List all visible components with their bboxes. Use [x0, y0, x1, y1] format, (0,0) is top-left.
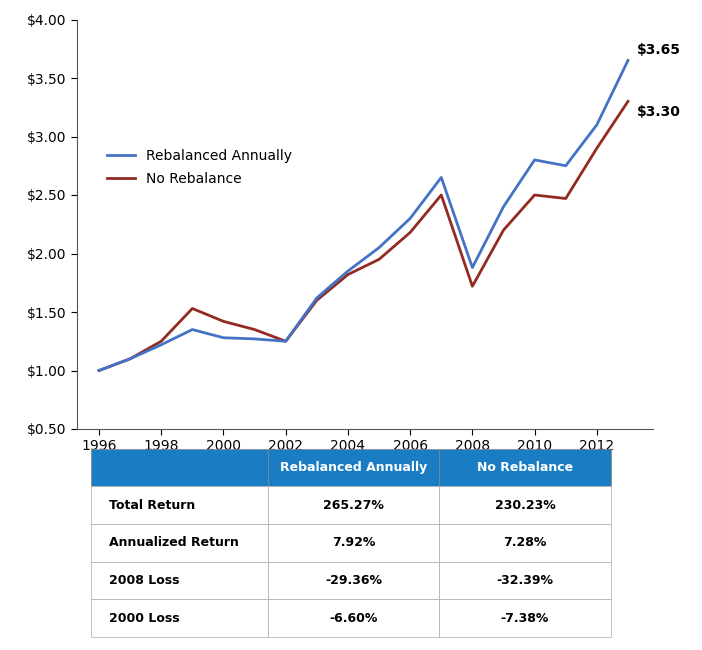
Line: No Rebalance: No Rebalance	[99, 101, 628, 370]
No Rebalance	[344, 270, 352, 278]
No Rebalance	[624, 98, 633, 105]
Rebalanced Annually	[592, 121, 601, 129]
No Rebalance	[157, 337, 166, 345]
No Rebalance	[95, 367, 103, 374]
No Rebalance	[375, 255, 383, 263]
Rebalanced Annually	[251, 335, 259, 343]
Rebalanced Annually	[95, 367, 103, 374]
No Rebalance	[219, 317, 227, 325]
No Rebalance	[406, 229, 414, 237]
No Rebalance	[468, 282, 477, 290]
Rebalanced Annually	[219, 334, 227, 342]
Rebalanced Annually	[499, 203, 508, 211]
Rebalanced Annually	[562, 162, 570, 170]
Rebalanced Annually	[437, 174, 446, 181]
Rebalanced Annually	[406, 214, 414, 222]
Line: Rebalanced Annually: Rebalanced Annually	[99, 60, 628, 370]
Legend: Rebalanced Annually, No Rebalance: Rebalanced Annually, No Rebalance	[107, 150, 292, 186]
Rebalanced Annually	[157, 341, 166, 348]
Rebalanced Annually	[624, 57, 633, 64]
No Rebalance	[531, 191, 539, 199]
No Rebalance	[282, 337, 290, 345]
Text: $3.65: $3.65	[637, 43, 682, 57]
No Rebalance	[188, 305, 197, 313]
No Rebalance	[312, 296, 321, 304]
No Rebalance	[499, 226, 508, 234]
Rebalanced Annually	[188, 326, 197, 333]
Rebalanced Annually	[282, 337, 290, 345]
Rebalanced Annually	[468, 264, 477, 272]
No Rebalance	[251, 326, 259, 333]
No Rebalance	[562, 194, 570, 202]
No Rebalance	[437, 191, 446, 199]
Rebalanced Annually	[344, 267, 352, 275]
No Rebalance	[126, 355, 134, 363]
Rebalanced Annually	[126, 355, 134, 363]
Rebalanced Annually	[312, 294, 321, 302]
Text: $3.30: $3.30	[637, 105, 681, 119]
No Rebalance	[592, 144, 601, 152]
Rebalanced Annually	[531, 156, 539, 164]
Rebalanced Annually	[375, 244, 383, 252]
